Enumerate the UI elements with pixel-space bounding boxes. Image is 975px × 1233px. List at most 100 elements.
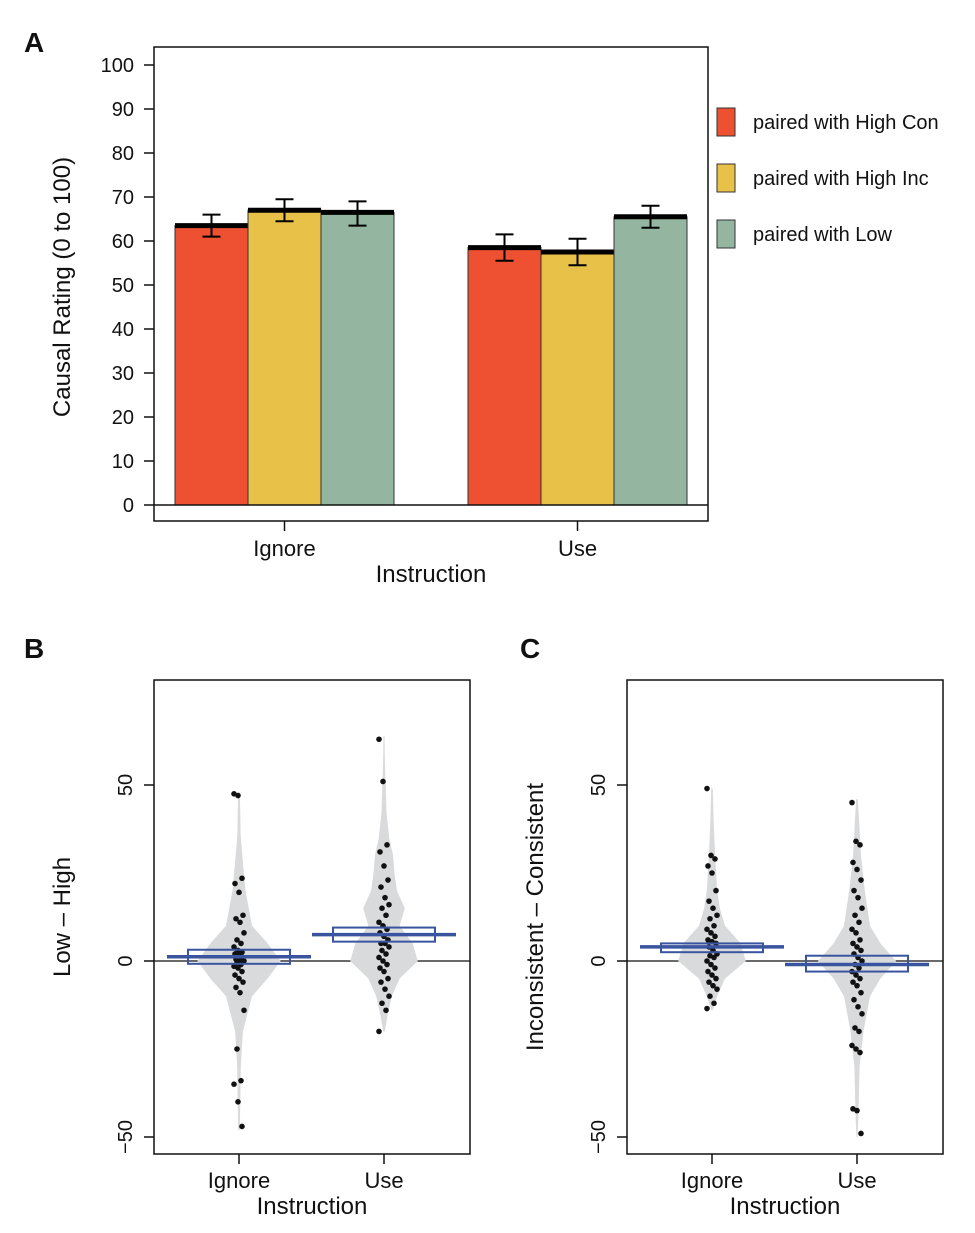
panel-b-plot-frame (153, 679, 471, 1155)
data-point (704, 1005, 710, 1012)
panel-b-x-label: Instruction (257, 1193, 368, 1220)
data-point (858, 989, 864, 996)
data-point (376, 1028, 382, 1035)
data-point (234, 937, 240, 943)
bar-high_inc (247, 209, 322, 506)
data-point (708, 961, 714, 968)
data-point (705, 968, 711, 975)
data-point (854, 982, 860, 989)
data-point (386, 944, 392, 950)
data-point (712, 856, 718, 862)
data-point (383, 1007, 389, 1014)
data-point (850, 940, 856, 947)
panel-a-x-label: Instruction (376, 561, 487, 588)
data-point (240, 979, 246, 985)
data-point (386, 901, 392, 908)
data-point (859, 1011, 865, 1017)
data-point (384, 842, 390, 848)
data-point (379, 947, 385, 954)
panel-c-letter: C (520, 633, 540, 664)
data-point (855, 1003, 861, 1010)
data-point (849, 1042, 855, 1049)
violin-use (350, 735, 418, 1032)
y-tick-label: 10 (112, 451, 134, 473)
data-point (385, 877, 391, 883)
data-point (851, 996, 857, 1003)
data-point (857, 842, 863, 848)
data-point (382, 894, 388, 901)
legend-swatch (716, 163, 736, 193)
legend-swatch (716, 107, 736, 137)
data-point (850, 859, 856, 866)
data-point (238, 940, 244, 947)
x-tick-label: Use (837, 1168, 876, 1193)
data-point (708, 852, 714, 859)
data-point (379, 1000, 385, 1007)
data-point (857, 937, 863, 943)
y-tick-label: 0 (115, 955, 137, 966)
bar-high_inc (540, 251, 615, 506)
data-point (384, 961, 390, 968)
data-point (377, 965, 383, 971)
panel-a-bars (174, 198, 688, 506)
data-point (714, 912, 720, 919)
y-tick-label: 40 (112, 319, 134, 341)
data-point (241, 1007, 247, 1014)
data-point (232, 880, 238, 887)
data-point (712, 933, 718, 940)
data-point (855, 894, 861, 901)
data-point (706, 898, 712, 904)
data-point (708, 930, 714, 936)
data-point (714, 986, 720, 992)
x-tick-label: Use (558, 536, 597, 561)
data-point (856, 1028, 862, 1035)
y-tick-label: 90 (112, 99, 134, 121)
data-point (853, 972, 859, 978)
data-point (240, 912, 246, 919)
data-point (231, 944, 237, 950)
bar-low (613, 216, 688, 506)
y-tick-label: 0 (123, 495, 134, 517)
data-point (382, 986, 388, 992)
panel-c-x-axis: Ignore Use (681, 1154, 877, 1193)
panel-b-y-axis: −50 0 50 (115, 774, 154, 1154)
data-point (235, 792, 241, 799)
data-point (379, 905, 385, 911)
data-point (852, 912, 858, 919)
panel-a-plot-frame (153, 46, 709, 522)
y-tick-label: 0 (588, 955, 610, 966)
bar-low (320, 211, 395, 506)
data-point (858, 1130, 864, 1137)
data-point (383, 912, 389, 919)
data-point (853, 930, 859, 936)
data-point (856, 965, 862, 971)
data-point (854, 1107, 860, 1114)
x-tick-label: Ignore (681, 1168, 743, 1193)
data-point (713, 975, 719, 982)
data-point (853, 1046, 859, 1052)
data-point (376, 736, 382, 743)
bar-high_con (467, 247, 542, 506)
data-point (239, 1123, 245, 1130)
data-point (233, 984, 239, 991)
data-point (231, 1081, 237, 1087)
data-point (854, 944, 860, 950)
data-point (234, 1046, 240, 1052)
panel-b-x-axis: Ignore Use (208, 1154, 404, 1193)
legend-label: paired with Low (753, 224, 893, 246)
data-point (711, 923, 717, 929)
data-point (376, 919, 382, 926)
data-point (853, 838, 859, 845)
panel-a-letter: A (24, 27, 44, 58)
panel-c-x-label: Instruction (730, 1193, 841, 1220)
data-point (381, 863, 387, 869)
data-point (380, 778, 386, 785)
data-point (235, 1099, 241, 1105)
y-tick-label: 100 (101, 55, 134, 77)
data-point (856, 919, 862, 926)
data-point (377, 849, 383, 855)
y-tick-label: 50 (588, 774, 610, 796)
y-tick-label: 20 (112, 407, 134, 429)
panel-c-y-axis: −50 0 50 (588, 774, 627, 1154)
panel-a-y-axis: 0 10 20 30 40 50 60 70 80 90 100 (101, 55, 154, 517)
